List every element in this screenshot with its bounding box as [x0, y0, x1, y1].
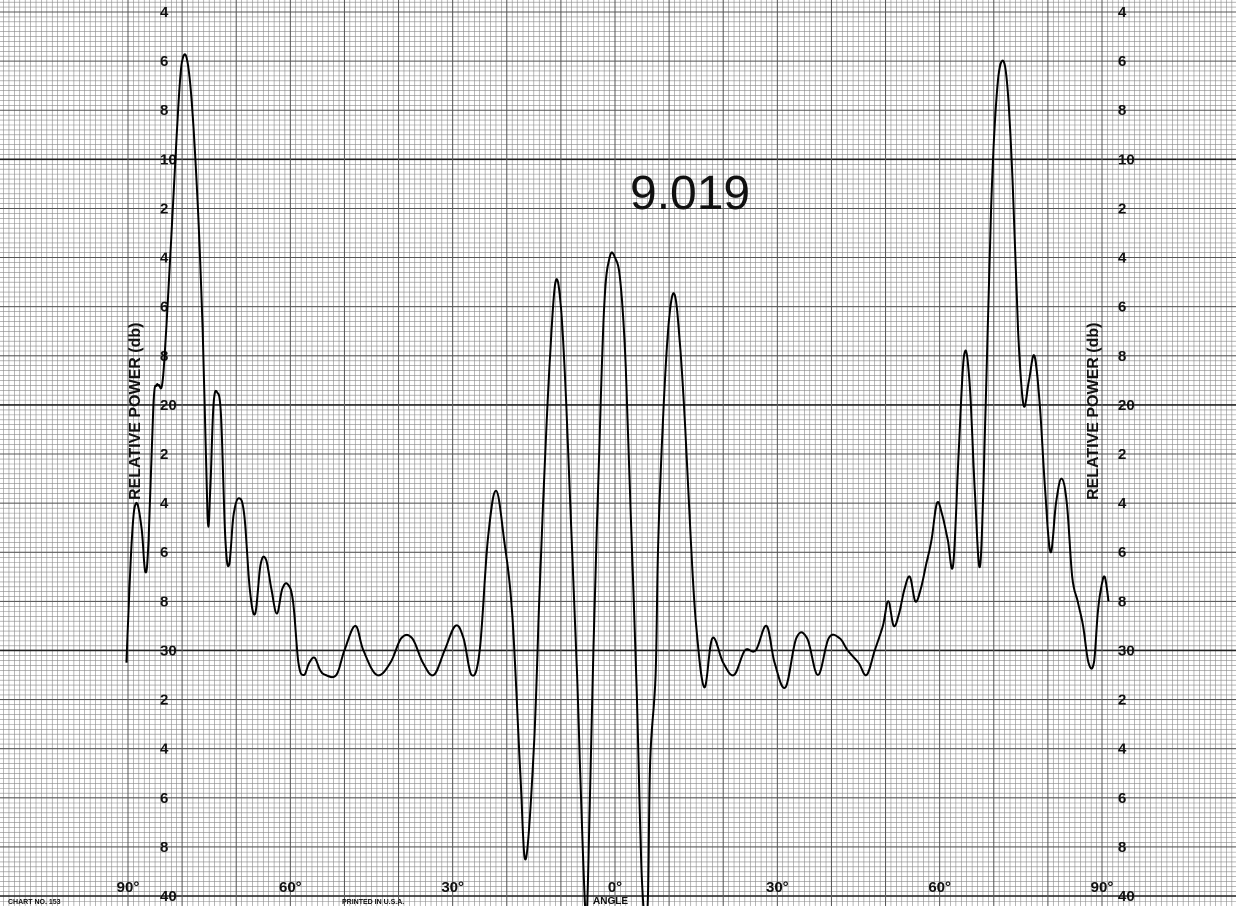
y-tick-label-right: 8 — [1118, 593, 1126, 610]
y-tick-label-left: 2 — [160, 446, 168, 463]
y-tick-label-left: 4 — [160, 741, 169, 758]
y-tick-label-right: 8 — [1118, 102, 1126, 119]
y-tick-label-left: 8 — [160, 839, 168, 856]
x-tick-label: 30° — [441, 879, 464, 896]
y-tick-label-right: 6 — [1118, 544, 1126, 561]
y-tick-label-left: 6 — [160, 299, 168, 316]
y-tick-label-right: 10 — [1118, 151, 1135, 168]
y-tick-label-left: 2 — [160, 200, 168, 217]
y-tick-label-left: 6 — [160, 544, 168, 561]
series-line-0 — [125, 53, 1110, 911]
y-tick-label-right: 6 — [1118, 53, 1126, 70]
y-tick-label-right: 4 — [1118, 250, 1127, 267]
y-tick-label-left: 4 — [160, 4, 169, 21]
series-group — [125, 53, 1110, 911]
y-tick-label-left: 6 — [160, 53, 168, 70]
x-tick-label: 60° — [279, 879, 302, 896]
y-tick-label-left: 20 — [160, 397, 177, 414]
x-tick-label: 0° — [608, 879, 622, 896]
right-axis-ticks: 4 6 8 10 2 4 6 8 20 2 4 6 8 30 2 4 6 8 40 — [1118, 4, 1135, 905]
y-tick-label-right: 4 — [1118, 741, 1127, 758]
y-tick-label-left: 2 — [160, 692, 168, 709]
chart-number: CHART NO. 153 — [8, 899, 61, 906]
y-tick-label-left: 10 — [160, 151, 177, 168]
x-axis-ticks: 90° 60° 30° 0° 30° 60° 90° — [117, 879, 1114, 896]
y-tick-label-left: 8 — [160, 102, 168, 119]
x-tick-label: 30° — [766, 879, 789, 896]
y-tick-label-right: 4 — [1118, 4, 1127, 21]
y-tick-label-right: 2 — [1118, 200, 1126, 217]
y-tick-label-left: 4 — [160, 495, 169, 512]
y-tick-label-right: 20 — [1118, 397, 1135, 414]
printed-in: PRINTED IN U.S.A. — [342, 899, 404, 906]
y-tick-label-right: 8 — [1118, 839, 1126, 856]
y-tick-label-left: 6 — [160, 790, 168, 807]
x-axis-label: ANGLE — [593, 896, 628, 906]
y-tick-label-left: 4 — [160, 250, 169, 267]
y-tick-label-right: 2 — [1118, 692, 1126, 709]
y-tick-label-right: 8 — [1118, 348, 1126, 365]
y-tick-label-left: 30 — [160, 642, 177, 659]
y-tick-label-right: 2 — [1118, 446, 1126, 463]
y-tick-label-right: 30 — [1118, 642, 1135, 659]
x-tick-label: 90° — [1091, 879, 1114, 896]
y-axis-label-right: RELATIVE POWER (db) — [1085, 323, 1102, 500]
y-axis-label-left: RELATIVE POWER (db) — [127, 323, 144, 500]
y-tick-label-right: 4 — [1118, 495, 1127, 512]
chart-title: 9.019 — [630, 167, 750, 220]
y-tick-label-left: 40 — [160, 888, 177, 905]
y-tick-label-right: 40 — [1118, 888, 1135, 905]
x-tick-label: 90° — [117, 879, 140, 896]
y-tick-label-right: 6 — [1118, 790, 1126, 807]
x-tick-label: 60° — [928, 879, 951, 896]
y-tick-label-left: 8 — [160, 593, 168, 610]
y-tick-label-right: 6 — [1118, 299, 1126, 316]
